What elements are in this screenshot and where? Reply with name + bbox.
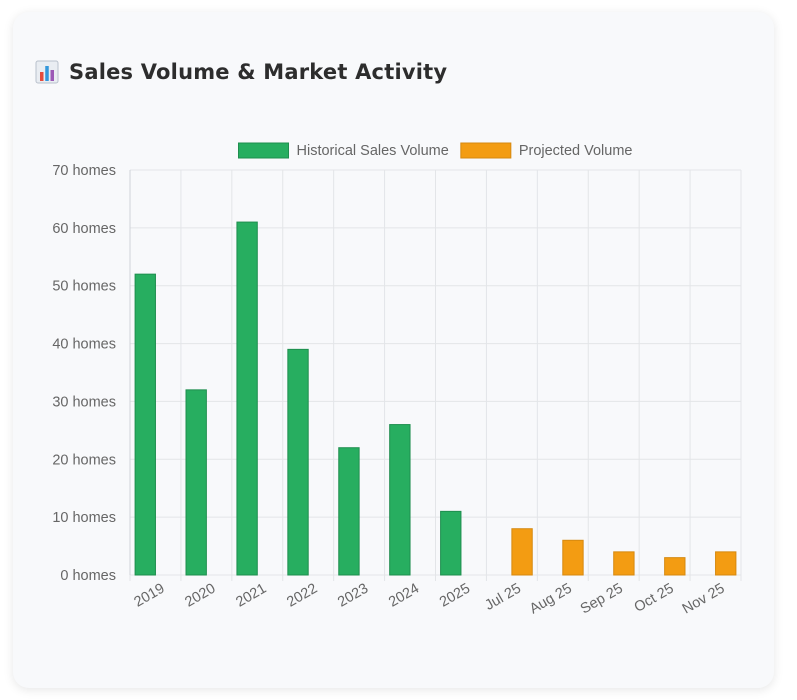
chart-bars [134,221,737,576]
x-tick-label: 2020 [182,581,218,611]
y-tick-label: 30 homes [52,394,116,410]
y-tick-label: 70 homes [52,163,116,179]
y-tick-label: 60 homes [52,221,116,237]
bar[interactable] [134,273,156,576]
y-axis: 0 homes 10 homes 20 homes 30 homes 40 homes 5… [52,163,116,584]
bar[interactable] [613,551,635,576]
x-tick-label: 2019 [132,581,168,611]
y-tick-label: 40 homes [52,337,116,353]
bar-chart-icon [35,60,59,84]
y-tick-label: 0 homes [60,568,116,584]
bar[interactable] [287,348,309,576]
chart-legend: Historical Sales Volume Projected Volume [238,142,633,159]
bar[interactable] [440,510,462,576]
y-tick-label: 50 homes [52,279,116,295]
bar[interactable] [562,539,584,576]
x-tick-label: Aug 25 [527,581,575,618]
legend-label: Projected Volume [519,143,633,159]
x-tick-label: 2021 [233,581,269,611]
x-tick-label: Sep 25 [578,581,626,618]
legend-item[interactable]: Projected Volume [460,142,633,159]
x-tick-label: 2022 [284,581,320,611]
x-tick-label: 2024 [386,581,422,611]
bar[interactable] [715,551,737,576]
bar[interactable] [664,557,686,576]
y-tick-label: 20 homes [52,452,116,468]
bar[interactable] [511,528,533,576]
x-tick-label: 2025 [437,581,473,611]
legend-item[interactable]: Historical Sales Volume [238,142,449,159]
x-axis: 2019 2020 2021 2022 2023 2024 2025 Jul 25 Aug 25… [132,581,728,618]
x-tick-label: 2023 [335,581,371,611]
x-tick-label: Jul 25 [482,581,524,614]
x-tick-label: Nov 25 [680,581,728,618]
y-tick-label: 10 homes [52,510,116,526]
legend-swatch [460,142,512,159]
chart-grid [129,169,742,581]
bar[interactable] [185,389,207,576]
legend-label: Historical Sales Volume [297,143,449,159]
chart-header: Sales Volume & Market Activity [35,60,447,84]
bar[interactable] [338,447,360,576]
x-tick-label: Oct 25 [632,581,677,616]
bar[interactable] [389,424,411,576]
bar[interactable] [236,221,258,576]
legend-swatch [238,142,290,159]
chart-title: Sales Volume & Market Activity [69,60,448,84]
